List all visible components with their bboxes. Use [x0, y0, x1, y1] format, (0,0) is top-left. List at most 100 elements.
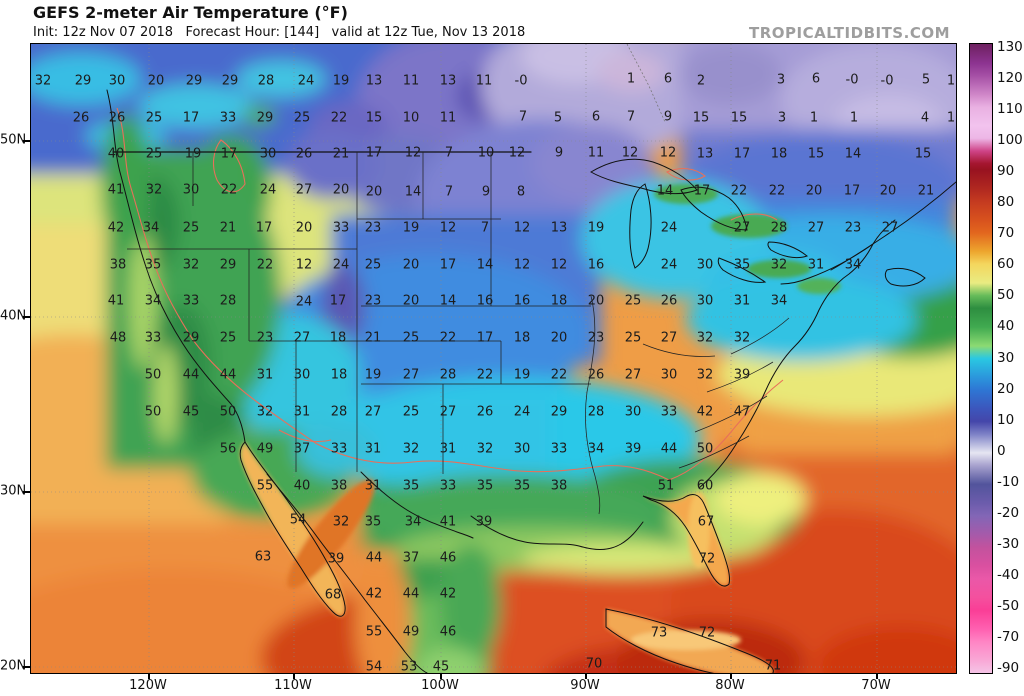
- temp-value: 17: [734, 147, 751, 162]
- temp-value: 22: [440, 331, 457, 346]
- temp-value: 55: [366, 625, 383, 640]
- lat-tick-mark: [23, 491, 30, 493]
- temp-value: 32: [697, 331, 714, 346]
- colorbar-tick-label: 90: [997, 163, 1015, 180]
- temp-value: 31: [365, 442, 382, 457]
- temp-value: 16: [477, 294, 494, 309]
- page-title: GEFS 2-meter Air Temperature (°F): [33, 3, 348, 22]
- colorbar-tick-label: 80: [997, 194, 1015, 211]
- temp-value: 33: [440, 479, 457, 494]
- temp-value: 5: [922, 73, 930, 88]
- temp-value: 44: [403, 587, 420, 602]
- graticule-layer: [31, 44, 956, 673]
- temp-value: 49: [403, 625, 420, 640]
- temp-value: 11: [440, 111, 457, 126]
- colorbar-tick-label: 20: [997, 380, 1015, 397]
- tropicaltidbits-logo: TROPICALTIDBITS.COM: [749, 24, 950, 42]
- temp-value: 24: [260, 183, 277, 198]
- temp-value: 33: [183, 294, 200, 309]
- temp-value: 22: [257, 258, 274, 273]
- temp-value: 67: [698, 515, 715, 530]
- colorbar-tick-label: 10: [997, 411, 1015, 428]
- temp-value: 20: [880, 184, 897, 199]
- temp-value: 31: [365, 479, 382, 494]
- temp-value: 18: [331, 368, 348, 383]
- temp-value: 30: [514, 442, 531, 457]
- temp-value: 39: [734, 368, 751, 383]
- temp-value: 25: [183, 221, 200, 236]
- temp-value: 41: [440, 515, 457, 530]
- temp-value: 22: [769, 184, 786, 199]
- temp-value: 63: [255, 550, 272, 565]
- temp-value: 30: [260, 147, 277, 162]
- temp-value: 15: [808, 147, 825, 162]
- temp-value: 14: [440, 294, 457, 309]
- colorbar-tick-label: 30: [997, 349, 1015, 366]
- temp-value: 26: [73, 111, 90, 126]
- temp-value: 30: [625, 405, 642, 420]
- temp-value: 34: [588, 442, 605, 457]
- temp-value: 72: [699, 552, 716, 567]
- temp-value: 20: [333, 183, 350, 198]
- temp-value: 12: [509, 146, 526, 161]
- temp-value: 19: [365, 368, 382, 383]
- lon-tick-label: 80W: [715, 678, 745, 693]
- temp-value: 44: [366, 551, 383, 566]
- temp-value: 1: [627, 72, 635, 87]
- temp-value: 33: [333, 221, 350, 236]
- temp-value: 12: [622, 146, 639, 161]
- temp-value: 25: [220, 331, 237, 346]
- temp-value: 28: [220, 294, 237, 309]
- temp-value: 21: [220, 221, 237, 236]
- temp-value: 30: [661, 368, 678, 383]
- temp-value: 22: [221, 183, 238, 198]
- temp-value: 13: [366, 74, 383, 89]
- temp-value: 34: [771, 294, 788, 309]
- temp-value: 22: [551, 368, 568, 383]
- temp-value: 24: [661, 258, 678, 273]
- temp-value: 19: [333, 74, 350, 89]
- temp-value: 15: [366, 111, 383, 126]
- temp-value: 1: [850, 111, 858, 126]
- temp-value: 25: [365, 258, 382, 273]
- temp-value: 29: [186, 74, 203, 89]
- temp-value: 3: [778, 111, 786, 126]
- temp-value: 15: [731, 111, 748, 126]
- colorbar-gradient: [970, 44, 992, 673]
- colorbar-tick-label: 110: [997, 101, 1023, 118]
- temp-value: 35: [403, 479, 420, 494]
- colorbar-tick-label: -10: [997, 473, 1020, 490]
- lat-tick-mark: [23, 140, 30, 142]
- temp-value: 18: [330, 331, 347, 346]
- temp-value: 24: [333, 258, 350, 273]
- temp-value: 22: [477, 368, 494, 383]
- temp-value: 16: [588, 258, 605, 273]
- temp-value: 32: [697, 368, 714, 383]
- temp-value: 56: [220, 442, 237, 457]
- temp-value: 27: [403, 368, 420, 383]
- temp-value: 30: [697, 294, 714, 309]
- temp-value: 33: [551, 442, 568, 457]
- temp-value: 13: [697, 147, 714, 162]
- temp-value: 35: [145, 258, 162, 273]
- temp-value: 21: [333, 147, 350, 162]
- temp-value: 26: [109, 111, 126, 126]
- temp-value: 27: [734, 221, 751, 236]
- temp-value: 17: [256, 221, 273, 236]
- temp-value: 37: [294, 442, 311, 457]
- colorbar-tick-label: -20: [997, 504, 1020, 521]
- temp-value: 27: [294, 331, 311, 346]
- temp-value: 54: [366, 660, 383, 674]
- temp-value: 44: [183, 368, 200, 383]
- temp-value: 8: [517, 185, 525, 200]
- lon-tick-mark: [730, 673, 732, 679]
- temp-value: 14: [477, 258, 494, 273]
- colorbar-tick-label: 130: [997, 39, 1023, 55]
- temp-value: 39: [328, 552, 345, 567]
- temp-value: 17: [221, 147, 238, 162]
- temp-value: 27: [661, 331, 678, 346]
- temp-value: 27: [296, 183, 313, 198]
- temp-value: 23: [365, 221, 382, 236]
- state-borders-layer: [127, 44, 790, 515]
